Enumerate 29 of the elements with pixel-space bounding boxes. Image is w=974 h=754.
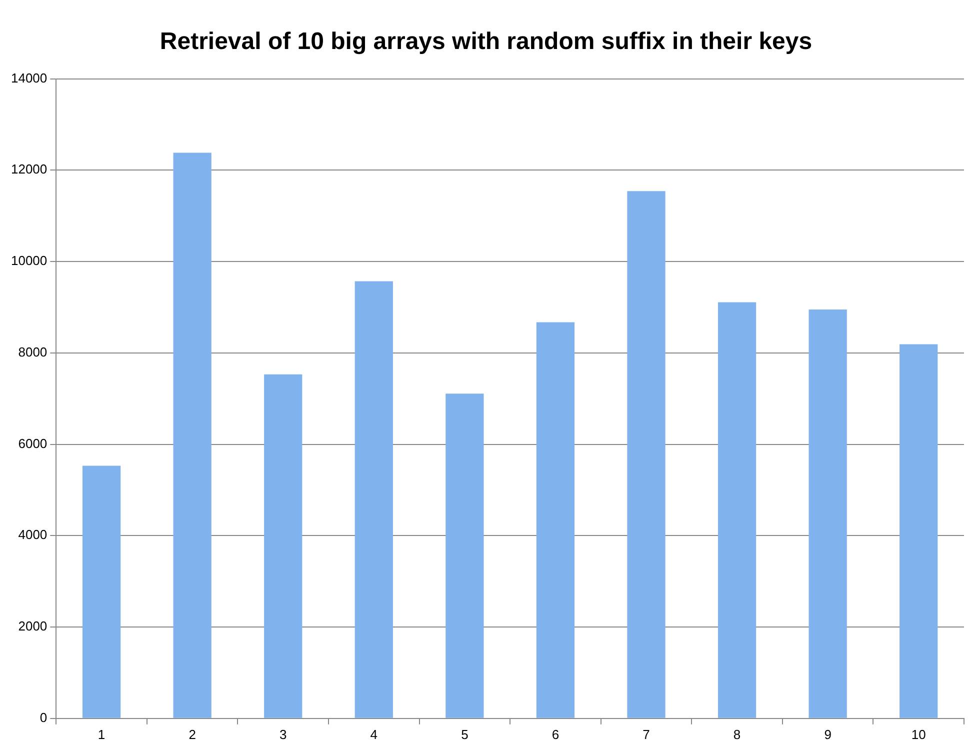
y-tick-label: 2000 <box>18 618 48 634</box>
x-tick-label: 4 <box>370 726 378 742</box>
bar <box>173 152 212 718</box>
bar <box>82 466 121 718</box>
x-tick-label: 6 <box>552 726 560 742</box>
y-tick-label: 6000 <box>18 436 48 451</box>
bar <box>808 310 847 718</box>
x-tick-label: 1 <box>98 726 106 742</box>
chart-title: Retrieval of 10 big arrays with random suffix in their keys <box>160 28 812 56</box>
y-tick-label: 12000 <box>10 162 48 177</box>
x-tick-label: 5 <box>461 726 468 742</box>
bar <box>627 191 666 718</box>
bar <box>536 322 575 718</box>
y-tick-label: 14000 <box>10 70 48 86</box>
x-tick-label: 10 <box>911 726 926 742</box>
x-tick-label: 7 <box>642 726 650 742</box>
y-tick-label: 10000 <box>10 253 48 268</box>
x-tick-label: 8 <box>733 726 741 742</box>
y-tick-label: 8000 <box>18 344 48 360</box>
bar <box>718 302 756 718</box>
x-tick-label: 3 <box>279 726 287 742</box>
bar <box>264 374 302 718</box>
x-tick-label: 2 <box>188 726 196 742</box>
y-tick-label: 4000 <box>18 527 48 542</box>
bar <box>446 394 484 718</box>
y-tick-label: 0 <box>40 710 48 725</box>
x-tick-label: 9 <box>824 726 832 742</box>
bar <box>900 344 938 718</box>
bar <box>354 281 393 718</box>
